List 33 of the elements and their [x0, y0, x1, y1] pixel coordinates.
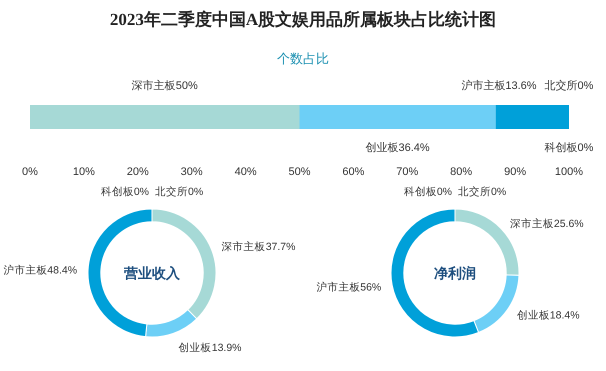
bar: [300, 105, 496, 129]
x-tick-label: 50%: [288, 166, 311, 178]
text: 营业收入: [123, 265, 181, 281]
x-tick-label: 60%: [342, 166, 365, 178]
slice-label: 沪市主板56%: [316, 280, 382, 294]
text: 科创板0%: [544, 142, 594, 154]
slice-label: 深市主板25.6%: [510, 217, 584, 230]
x-tick-label: 90%: [504, 166, 526, 178]
x-tick-label: 30%: [180, 166, 203, 178]
x-tick-label: 0%: [22, 166, 38, 178]
slice-label: 深市主板37.7%: [222, 240, 296, 253]
slice-label: 创业板13.9%: [178, 340, 242, 354]
x-tick-label: 70%: [396, 166, 419, 178]
text: 北交所0%: [544, 80, 594, 92]
category-label: 北交所0%: [155, 186, 204, 198]
slice-label: 创业板18.4%: [516, 308, 580, 322]
chart-subtitle: 个数占比: [277, 51, 329, 66]
x-tick-label: 10%: [72, 166, 96, 178]
x-tick-label: 40%: [234, 166, 257, 178]
category-label: 北交所0%: [458, 186, 506, 198]
x-tick-label: 80%: [450, 166, 472, 178]
text: 沪市主板13.6%: [461, 80, 537, 92]
slice-label: 沪市主板48.4%: [3, 263, 78, 276]
bar: [496, 105, 569, 129]
category-label: 科创板0%: [404, 186, 452, 198]
text: 深市主板50%: [132, 80, 198, 92]
category-label: 科创板0%: [100, 186, 149, 198]
bar: [30, 105, 300, 129]
chart-title: 2023年二季度中国A股文娱用品所属板块占比统计图: [110, 10, 496, 29]
x-tick-label: 100%: [554, 166, 584, 178]
text: 净利润: [434, 265, 476, 281]
text: 创业板36.4%: [365, 142, 430, 154]
x-tick-label: 20%: [126, 166, 150, 178]
